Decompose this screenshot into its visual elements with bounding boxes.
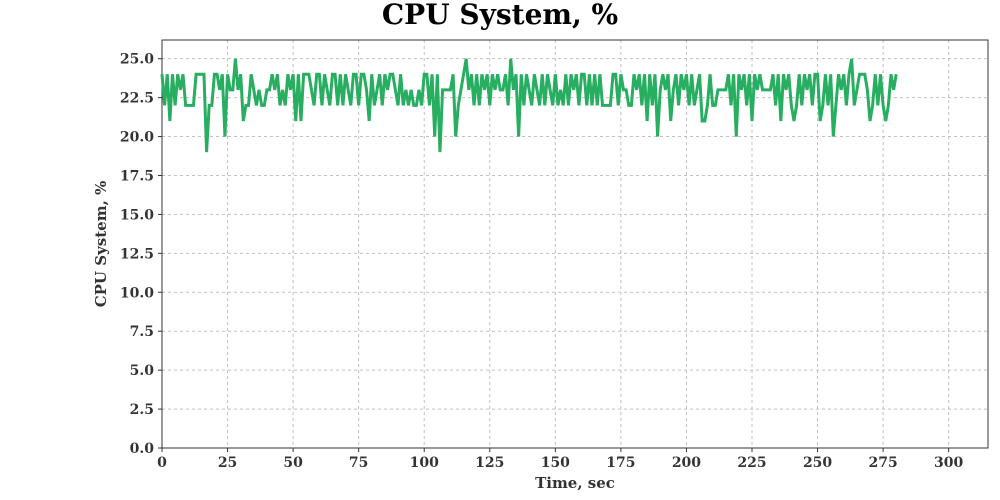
x-tick-label: 250 [803,455,832,471]
plot-area: 0 25 50 75 100 125 150 175 200 225 250 275 300 0.0 2.5… [120,39,989,471]
x-axis-title: Time, sec [535,474,615,492]
y-tick-label: 22.5 [120,91,154,107]
y-tick-label: 15.0 [120,207,154,223]
y-tick-label: 5.0 [130,363,155,379]
chart-title: CPU System, % [382,0,618,31]
x-tick-label: 0 [157,455,167,471]
x-tick-label: 225 [737,455,766,471]
x-tick-label: 25 [218,455,237,471]
x-tick-label: 125 [475,455,504,471]
x-tick-label: 300 [934,455,963,471]
x-tick-label: 150 [541,455,570,471]
y-tick-label: 12.5 [120,246,154,262]
y-tick-label: 25.0 [120,52,154,68]
x-tick-label: 175 [606,455,635,471]
x-tick-label: 100 [410,455,439,471]
cpu-system-series-line [160,58,898,153]
y-tick-label: 0.0 [130,441,155,457]
x-tick-label: 50 [283,455,303,471]
x-tick-label: 200 [672,455,701,471]
plot-border [161,39,989,449]
y-tick-label: 7.5 [130,324,154,340]
x-tick-label: 275 [868,455,897,471]
y-tick-label: 2.5 [130,402,154,418]
y-axis-title: CPU System, % [92,181,110,308]
y-tick-label: 10.0 [120,285,154,301]
y-tick-label: 17.5 [120,168,154,184]
x-tick-label: 75 [349,455,368,471]
y-tick-label: 20.0 [120,130,154,146]
